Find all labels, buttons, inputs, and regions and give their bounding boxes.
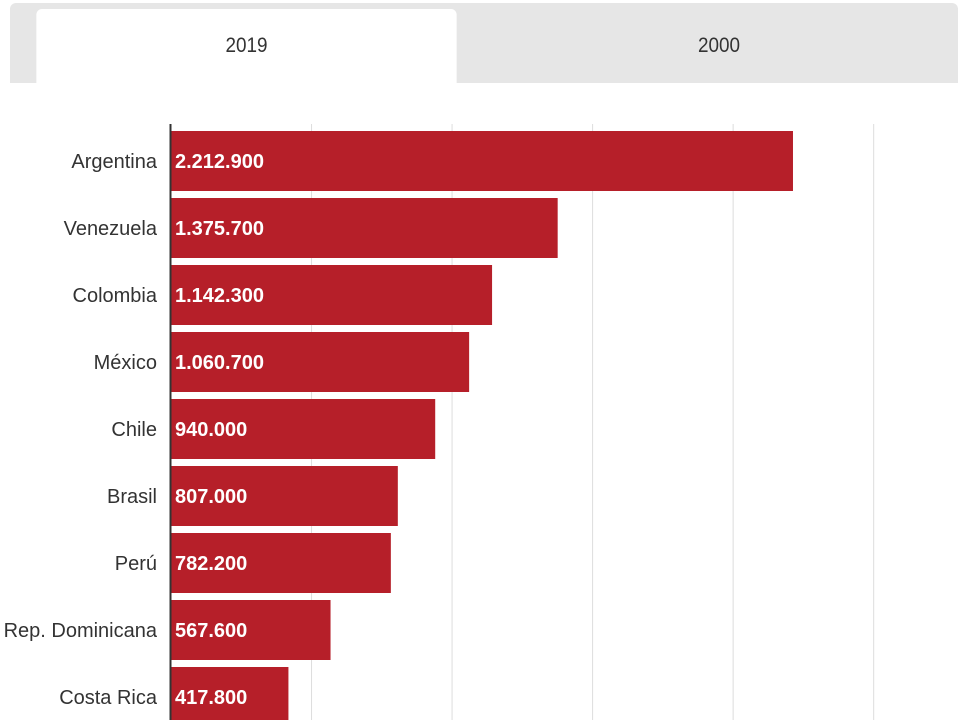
tab-2019[interactable]: 2019: [36, 9, 457, 83]
category-label: Brasil: [107, 486, 157, 508]
bar: [171, 667, 289, 720]
data-label: 1.375.700: [175, 218, 264, 240]
data-label: 782.200: [175, 553, 247, 575]
tab-2019-label: 2019: [225, 34, 268, 57]
bar: [171, 533, 391, 593]
category-label: Costa Rica: [59, 687, 158, 709]
tab-2000[interactable]: 2000: [504, 9, 934, 83]
category-label: México: [94, 352, 157, 374]
category-label: Chile: [111, 419, 157, 441]
category-label: Venezuela: [64, 218, 158, 240]
category-label: Colombia: [73, 285, 158, 307]
data-label: 567.600: [175, 620, 247, 642]
bar: [171, 600, 331, 660]
category-label: Perú: [115, 553, 157, 575]
bar: [171, 131, 793, 191]
category-label: Argentina: [71, 151, 157, 173]
bar: [171, 399, 436, 459]
bar: [171, 265, 493, 325]
data-label: 417.800: [175, 687, 247, 709]
data-label: 1.060.700: [175, 352, 264, 374]
data-label: 1.142.300: [175, 285, 264, 307]
bar: [171, 198, 558, 258]
bar: [171, 332, 470, 392]
bar: [171, 466, 398, 526]
data-label: 940.000: [175, 419, 247, 441]
category-label: Rep. Dominicana: [4, 620, 158, 642]
data-label: 2.212.900: [175, 151, 264, 173]
data-label: 807.000: [175, 486, 247, 508]
tab-bar: 2019 2000: [10, 3, 958, 83]
tab-2000-label: 2000: [697, 34, 741, 57]
